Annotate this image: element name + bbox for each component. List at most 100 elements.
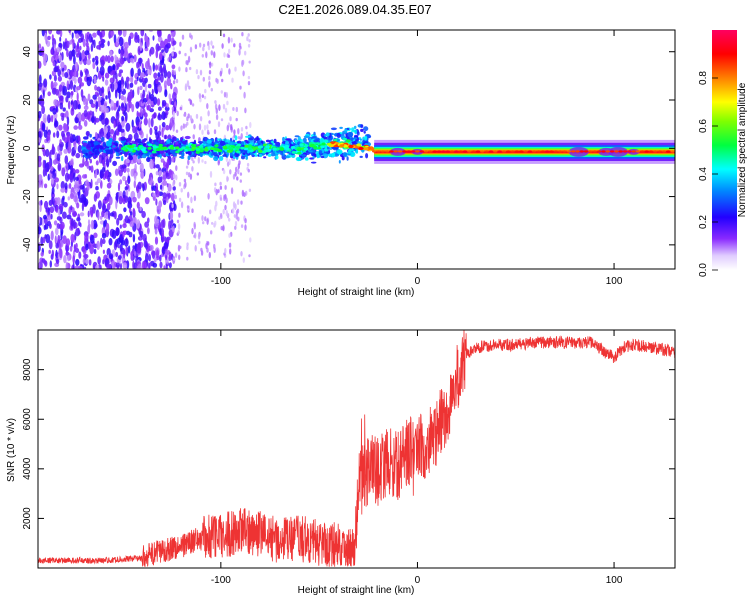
- heatmap-cell: [75, 117, 79, 123]
- heatmap-cell: [154, 215, 158, 225]
- heatmap-cell: [410, 150, 416, 153]
- heatmap-cell: [244, 144, 249, 148]
- heatmap-cell: [60, 181, 65, 190]
- heatmap-cell: [253, 140, 257, 143]
- heatmap-cell: [78, 163, 84, 168]
- heatmap-cell: [152, 192, 156, 197]
- heatmap-cell: [201, 129, 204, 135]
- heatmap-cell: [657, 150, 662, 153]
- heatmap-cell: [101, 98, 105, 106]
- heatmap-cell: [201, 215, 204, 222]
- heatmap-cell: [161, 253, 164, 258]
- heatmap-cell: [180, 125, 183, 131]
- heatmap-cell: [164, 89, 168, 98]
- heatmap-cell: [575, 150, 580, 153]
- heatmap-cell: [313, 145, 318, 149]
- heatmap-cell: [94, 154, 98, 158]
- heatmap-cell: [237, 168, 240, 175]
- heatmap-cell: [605, 150, 610, 153]
- spectrogram-frame: [37, 29, 676, 270]
- heatmap-cell: [193, 123, 196, 130]
- heatmap-cell: [87, 219, 91, 226]
- heatmap-cell: [279, 147, 285, 151]
- heatmap-cell: [114, 54, 117, 61]
- heatmap-cell: [121, 155, 124, 162]
- heatmap-cell: [265, 145, 270, 149]
- heatmap-cell: [609, 150, 615, 153]
- colorbar-tick-label: 0.6: [698, 119, 709, 133]
- heatmap-cell: [222, 208, 225, 215]
- heatmap-cell: [221, 78, 224, 83]
- heatmap-cell: [74, 180, 79, 186]
- heatmap-cell: [108, 238, 113, 246]
- heatmap-cell: [85, 102, 88, 107]
- heatmap-cell: [99, 154, 102, 158]
- heatmap-cell: [182, 123, 186, 129]
- heatmap-cell: [230, 126, 233, 131]
- heatmap-cell: [129, 211, 133, 216]
- heatmap-cell: [523, 150, 528, 153]
- heatmap-cell: [154, 64, 159, 71]
- heatmap-cell: [52, 81, 58, 87]
- heatmap-cell: [60, 187, 66, 193]
- heatmap-cell: [214, 144, 219, 148]
- heatmap-cell: [149, 30, 153, 33]
- heatmap-cell: [222, 154, 225, 157]
- heatmap-cell: [284, 144, 290, 148]
- heatmap-cell: [203, 124, 207, 131]
- heatmap-cell: [116, 38, 119, 47]
- heatmap-cell: [583, 150, 589, 153]
- heatmap-cell: [95, 186, 99, 191]
- heatmap-cell: [67, 254, 70, 262]
- heatmap-cell: [631, 150, 636, 153]
- heatmap-cell: [325, 132, 330, 137]
- heatmap-cell: [510, 150, 515, 153]
- heatmap-cell: [130, 67, 134, 78]
- heatmap-cell: [137, 112, 141, 117]
- heatmap-cell: [108, 210, 111, 221]
- heatmap-cell: [282, 136, 285, 142]
- heatmap-cell: [119, 224, 122, 229]
- heatmap-cell: [41, 30, 45, 37]
- heatmap-cell: [184, 52, 187, 57]
- heatmap-cell: [40, 251, 44, 257]
- heatmap-cell: [101, 232, 107, 239]
- heatmap-cell: [172, 186, 176, 191]
- heatmap-cell: [191, 166, 194, 172]
- heatmap-cell: [197, 141, 204, 144]
- heatmap-cell: [191, 208, 194, 213]
- heatmap-cell: [211, 45, 215, 49]
- heatmap-cell: [171, 51, 174, 57]
- heatmap-cell: [38, 84, 42, 91]
- heatmap-cell: [72, 39, 75, 48]
- heatmap-cell: [228, 48, 231, 54]
- heatmap-cell: [128, 101, 132, 109]
- heatmap-cell: [89, 183, 92, 189]
- heatmap-cell: [75, 258, 80, 266]
- heatmap-cell: [109, 212, 115, 217]
- heatmap-cell: [115, 156, 121, 159]
- heatmap-cell: [77, 104, 81, 110]
- heatmap-cell: [112, 63, 116, 71]
- heatmap-cell: [72, 211, 78, 217]
- heatmap-cell: [83, 97, 86, 106]
- heatmap-cell: [92, 32, 97, 38]
- heatmap-cell: [172, 225, 175, 233]
- heatmap-cell: [180, 201, 184, 209]
- y-tick-label: -20: [22, 189, 33, 204]
- heatmap-cell: [61, 71, 65, 78]
- heatmap-cell: [215, 114, 219, 121]
- heatmap-cell: [151, 88, 154, 95]
- heatmap-cell: [210, 50, 213, 56]
- spectrogram-panel: -100 0 100 -40 -20 0 20 40 Height of straight l…: [6, 29, 676, 298]
- heatmap-cell: [553, 150, 559, 153]
- heatmap-cell: [41, 46, 45, 56]
- heatmap-cell: [132, 125, 137, 134]
- heatmap-cell: [102, 249, 105, 254]
- heatmap-cell: [163, 112, 166, 120]
- heatmap-cell: [187, 155, 191, 160]
- heatmap-cell: [76, 53, 80, 58]
- heatmap-cell: [132, 196, 137, 203]
- heatmap-cell: [191, 103, 195, 107]
- heatmap-cell: [89, 110, 93, 116]
